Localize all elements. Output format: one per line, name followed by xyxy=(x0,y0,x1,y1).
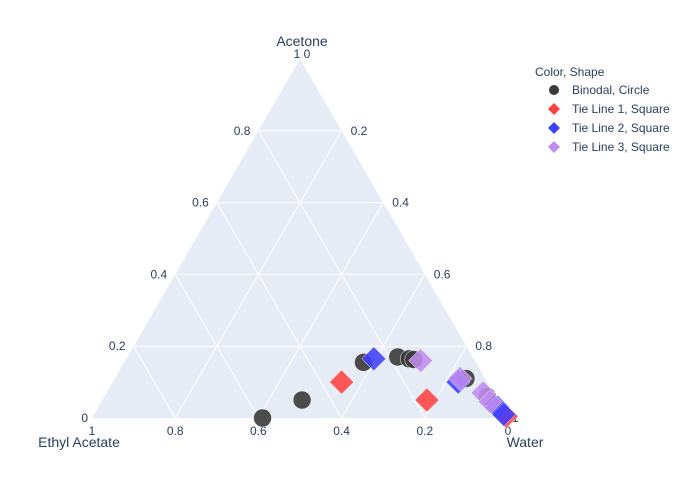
tick-label: 0.4 xyxy=(151,267,168,281)
point-binodal-circle xyxy=(292,390,312,410)
tick-label: 0.8 xyxy=(234,124,251,138)
point-tie-line-3-square xyxy=(477,389,503,415)
legend-item[interactable]: Tie Line 2, Square xyxy=(548,121,670,135)
point-tie-line-2-square xyxy=(491,402,517,427)
grid-line xyxy=(174,274,259,419)
legend-label: Tie Line 3, Square xyxy=(572,140,670,154)
ternary-ticks: 0.2 0.4 0.6 0.8 0 1 0 0.2 0.4 0.6 0.8 1 0.2 0.4 0.6 0.… xyxy=(81,47,519,438)
tick-label: 1 xyxy=(89,424,96,438)
ternary-points xyxy=(253,346,519,429)
point-tie-line-3-square xyxy=(447,366,473,391)
tick-label: 0.6 xyxy=(192,196,209,210)
tick-label: 0.6 xyxy=(250,424,267,438)
legend-marker xyxy=(549,85,559,95)
legend-item[interactable]: Tie Line 1, Square xyxy=(548,102,670,116)
tick-label: 0 xyxy=(505,424,512,438)
tick-label: 0.6 xyxy=(434,267,451,281)
point-tie-line-1-square xyxy=(329,369,354,395)
grid-line xyxy=(257,202,384,419)
tick-label: 0.4 xyxy=(392,196,409,210)
legend-label: Tie Line 1, Square xyxy=(572,102,670,116)
grid-line xyxy=(341,274,426,419)
tick-label: 1 0 xyxy=(294,47,311,61)
legend-item[interactable]: Binodal, Circle xyxy=(549,83,650,97)
tick-label: 0.2 xyxy=(416,424,433,438)
tick-label: 0 xyxy=(81,411,88,425)
ternary-plot-area xyxy=(92,59,508,418)
point-binodal-circle xyxy=(253,408,272,428)
tick-label: 0.2 xyxy=(351,124,368,138)
legend-marker xyxy=(548,141,560,153)
legend-label: Binodal, Circle xyxy=(572,83,650,97)
tick-label: 0.2 xyxy=(109,339,126,353)
legend-item[interactable]: Tie Line 3, Square xyxy=(548,140,670,154)
legend-title: Color, Shape xyxy=(535,65,605,79)
point-tie-line-1-square xyxy=(414,387,440,413)
legend: Color, Shape Binodal, Circle Tie Line 1, … xyxy=(535,65,670,154)
grid-line xyxy=(216,202,343,419)
ternary-grid xyxy=(133,130,467,419)
axis-title-ethyl-acetate: Ethyl Acetate xyxy=(38,434,120,450)
axis-title-acetone: Acetone xyxy=(276,33,328,49)
tick-label: 0.4 xyxy=(333,424,350,438)
legend-label: Tie Line 2, Square xyxy=(572,121,670,135)
point-tie-line-2-square xyxy=(361,346,387,372)
legend-marker xyxy=(548,122,560,134)
legend-marker xyxy=(548,103,560,115)
grid-line xyxy=(133,345,176,419)
point-tie-line-3-square xyxy=(408,348,433,373)
axis-title-water: Water xyxy=(507,434,544,450)
tick-label: 0.8 xyxy=(167,424,184,438)
tick-label: 0.8 xyxy=(475,339,492,353)
